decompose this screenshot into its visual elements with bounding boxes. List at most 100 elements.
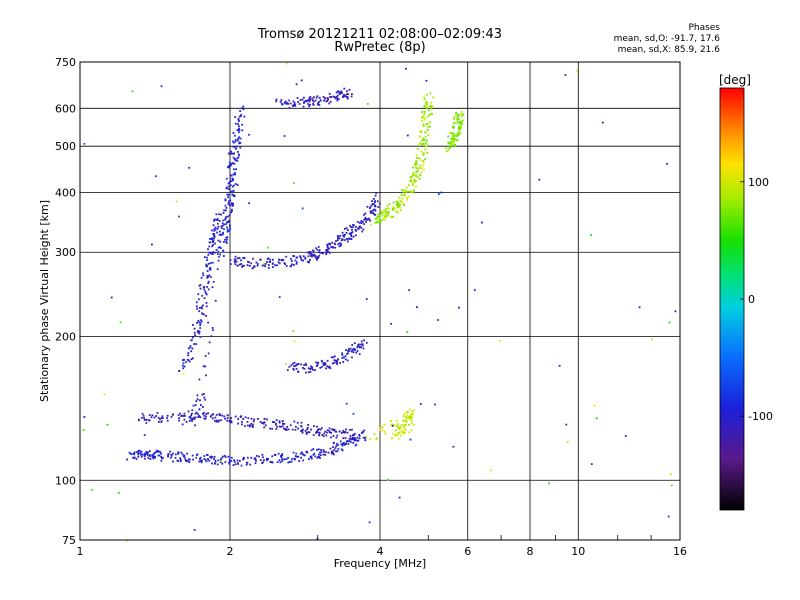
data-point <box>414 180 416 183</box>
data-point <box>179 412 181 415</box>
data-point <box>195 301 198 304</box>
noise-point <box>564 74 567 76</box>
data-point <box>447 149 450 151</box>
data-point <box>374 201 376 203</box>
data-point <box>351 231 354 233</box>
data-point <box>452 141 455 144</box>
data-point <box>349 347 352 350</box>
data-point <box>147 457 150 459</box>
data-point <box>333 96 336 98</box>
data-point <box>315 365 318 367</box>
data-point <box>409 418 412 421</box>
data-point <box>229 225 231 228</box>
data-point <box>195 456 198 459</box>
data-point <box>204 365 207 368</box>
data-point <box>255 261 258 264</box>
data-point <box>417 148 419 150</box>
data-point <box>200 276 203 279</box>
data-point <box>237 418 240 420</box>
data-point <box>236 257 239 260</box>
data-point <box>391 423 393 426</box>
data-point <box>187 352 190 354</box>
data-point <box>360 340 363 343</box>
data-point <box>387 208 390 210</box>
data-point <box>212 329 214 332</box>
data-point <box>149 455 151 457</box>
data-point <box>399 428 401 430</box>
data-point <box>422 152 425 155</box>
data-point <box>281 454 284 457</box>
noise-point <box>248 133 250 136</box>
data-point <box>266 418 268 421</box>
data-point <box>300 363 303 366</box>
data-point <box>327 250 330 253</box>
data-point <box>458 130 460 133</box>
data-point <box>184 458 187 461</box>
data-point <box>374 204 377 207</box>
data-point <box>227 202 230 205</box>
data-point <box>256 264 259 267</box>
data-point <box>187 410 190 413</box>
data-point <box>462 119 464 122</box>
data-point <box>309 370 312 373</box>
data-point <box>218 255 220 258</box>
data-point <box>323 99 325 102</box>
data-point <box>236 129 239 132</box>
data-point <box>333 449 336 451</box>
data-point <box>320 427 323 430</box>
data-point <box>162 456 164 459</box>
data-point <box>295 452 298 455</box>
data-point <box>333 429 336 431</box>
data-point <box>223 228 225 231</box>
data-point <box>221 233 224 236</box>
data-point <box>419 174 422 177</box>
data-point <box>226 238 228 241</box>
data-point <box>335 450 337 453</box>
data-point <box>303 100 306 103</box>
data-point <box>257 263 259 265</box>
data-point <box>339 362 341 364</box>
data-point <box>247 424 249 427</box>
data-point <box>340 90 343 93</box>
data-point <box>137 455 140 458</box>
data-point <box>317 256 320 259</box>
data-point <box>276 461 279 464</box>
data-point <box>231 193 234 196</box>
data-point <box>244 416 247 419</box>
data-point <box>402 419 404 422</box>
data-point <box>360 220 363 222</box>
data-point <box>244 425 246 427</box>
data-point <box>140 455 143 458</box>
data-point <box>423 118 426 121</box>
data-point <box>227 188 230 190</box>
data-point <box>197 330 199 332</box>
noise-point <box>538 178 541 181</box>
data-point <box>307 255 310 258</box>
data-point <box>208 274 211 277</box>
data-point <box>458 127 460 130</box>
y-tick-label: 400 <box>55 186 76 199</box>
data-point <box>233 152 235 155</box>
colorbar-label: [deg] <box>719 73 751 87</box>
data-point <box>358 343 360 346</box>
data-point <box>460 125 462 128</box>
data-point <box>226 186 228 189</box>
data-point <box>306 428 309 431</box>
data-point <box>191 336 194 339</box>
data-point <box>224 461 227 463</box>
data-point <box>346 353 348 355</box>
data-point <box>239 110 241 112</box>
data-point <box>346 359 349 362</box>
data-point <box>242 108 245 111</box>
data-point <box>325 434 328 437</box>
data-point <box>162 417 164 420</box>
data-point <box>267 458 269 460</box>
data-point <box>451 135 454 138</box>
noise-point <box>548 482 550 485</box>
data-point <box>143 417 145 419</box>
data-point <box>407 416 410 419</box>
noise-point <box>593 404 596 407</box>
data-point <box>411 410 413 413</box>
data-point <box>227 455 230 458</box>
